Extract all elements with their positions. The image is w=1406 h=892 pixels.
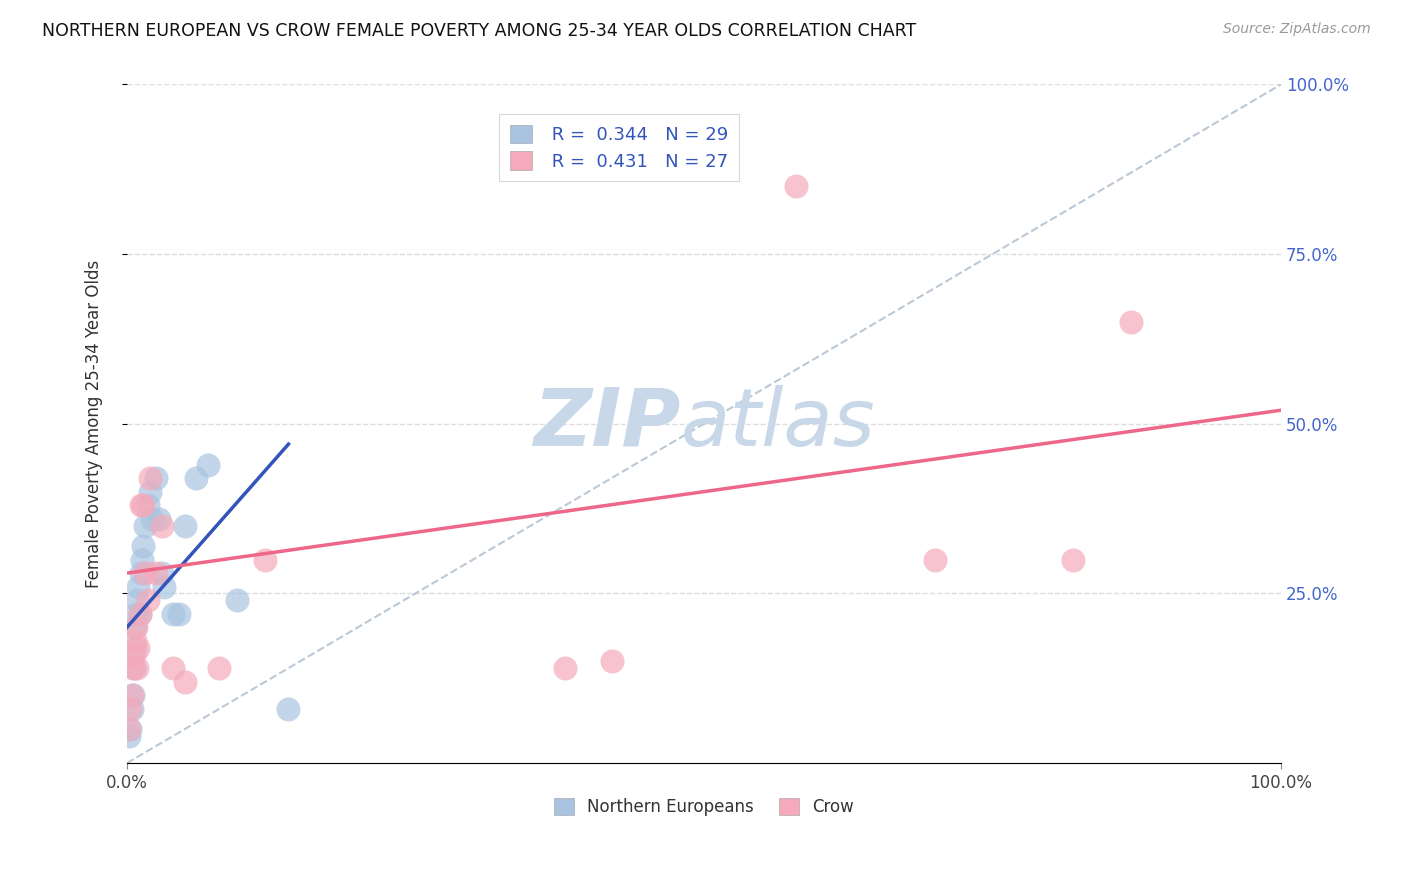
Point — [141, 512, 163, 526]
Point — [139, 471, 162, 485]
Point — [134, 566, 156, 580]
Point — [124, 620, 146, 634]
Point — [277, 702, 299, 716]
Point — [136, 498, 159, 512]
Text: ZIP: ZIP — [533, 384, 681, 463]
Point — [150, 566, 173, 580]
Point — [148, 512, 170, 526]
Point — [121, 688, 143, 702]
Point — [122, 661, 145, 675]
Point — [145, 566, 167, 580]
Point — [139, 484, 162, 499]
Point — [127, 580, 149, 594]
Point — [924, 552, 946, 566]
Point — [121, 688, 143, 702]
Point — [124, 634, 146, 648]
Legend: Northern Europeans, Crow: Northern Europeans, Crow — [547, 791, 860, 822]
Point — [554, 661, 576, 675]
Point — [118, 722, 141, 736]
Point — [118, 729, 141, 743]
Point — [131, 552, 153, 566]
Point — [120, 722, 142, 736]
Point — [254, 552, 277, 566]
Point — [208, 661, 231, 675]
Text: Source: ZipAtlas.com: Source: ZipAtlas.com — [1223, 22, 1371, 37]
Point — [132, 539, 155, 553]
Point — [128, 607, 150, 621]
Point — [167, 607, 190, 621]
Point — [134, 518, 156, 533]
Text: atlas: atlas — [681, 384, 876, 463]
Point — [127, 661, 149, 675]
Point — [197, 458, 219, 472]
Point — [136, 593, 159, 607]
Point — [785, 179, 807, 194]
Point — [225, 593, 247, 607]
Point — [120, 702, 142, 716]
Point — [127, 593, 149, 607]
Point — [1062, 552, 1084, 566]
Point — [162, 661, 184, 675]
Point — [127, 640, 149, 655]
Point — [121, 702, 143, 716]
Point — [129, 566, 152, 580]
Point — [150, 518, 173, 533]
Point — [121, 661, 143, 675]
Point — [1119, 315, 1142, 329]
Point — [153, 580, 176, 594]
Point — [173, 518, 195, 533]
Point — [132, 498, 155, 512]
Point — [186, 471, 208, 485]
Point — [125, 607, 148, 621]
Point — [600, 654, 623, 668]
Y-axis label: Female Poverty Among 25-34 Year Olds: Female Poverty Among 25-34 Year Olds — [86, 260, 103, 588]
Point — [124, 640, 146, 655]
Point — [145, 471, 167, 485]
Point — [162, 607, 184, 621]
Point — [125, 620, 148, 634]
Text: NORTHERN EUROPEAN VS CROW FEMALE POVERTY AMONG 25-34 YEAR OLDS CORRELATION CHART: NORTHERN EUROPEAN VS CROW FEMALE POVERTY… — [42, 22, 917, 40]
Point — [173, 674, 195, 689]
Point — [129, 498, 152, 512]
Point — [128, 607, 150, 621]
Point — [122, 648, 145, 662]
